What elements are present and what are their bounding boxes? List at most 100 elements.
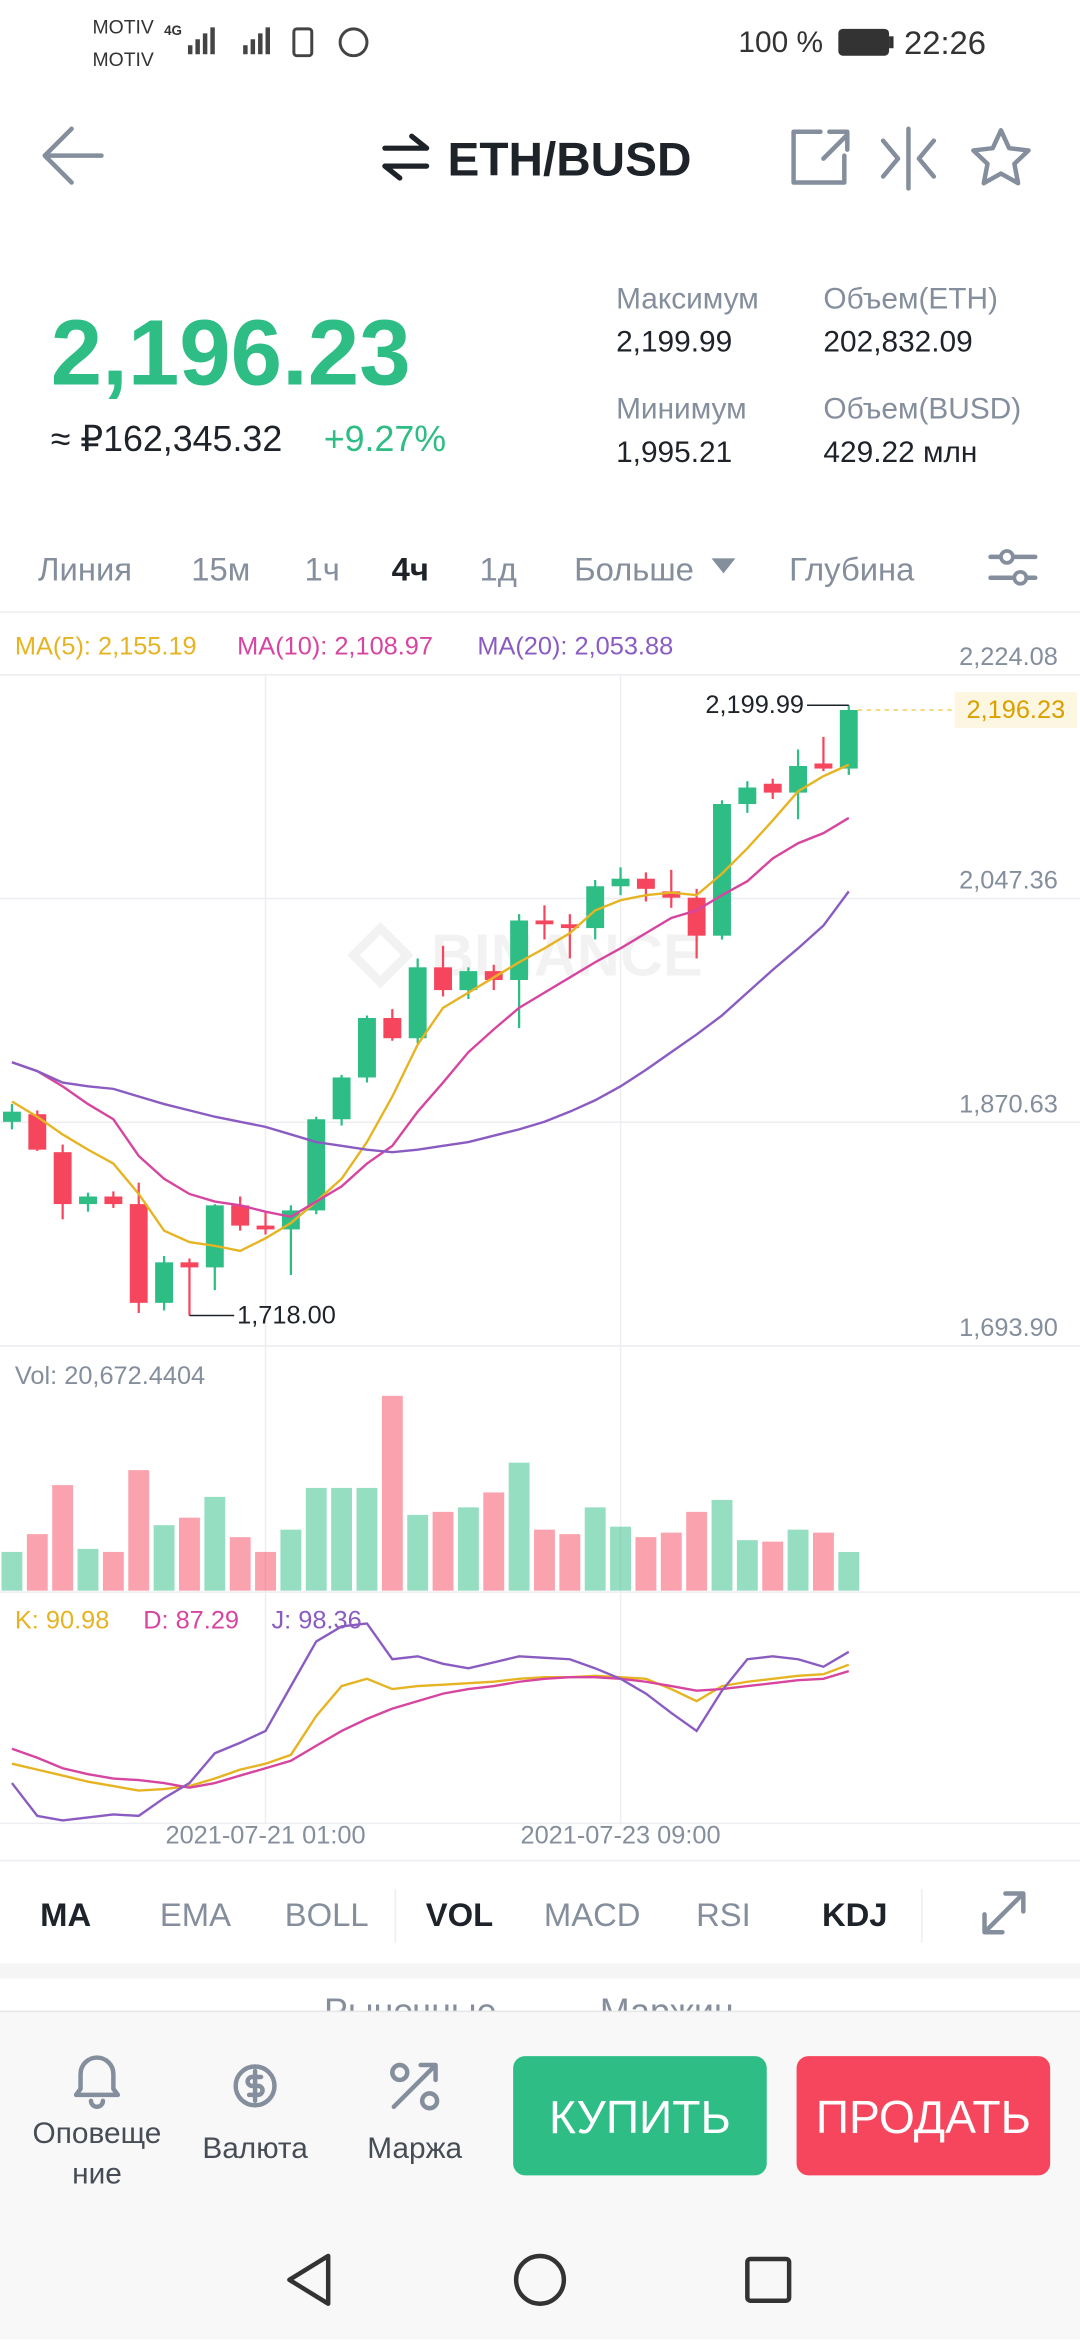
carrier: MOTIV (92, 49, 153, 71)
fullscreen-icon[interactable] (982, 1891, 1026, 1935)
action-label[interactable]: Оповеще (33, 2117, 162, 2150)
candle-body (510, 920, 529, 980)
volume-bar (255, 1551, 276, 1591)
stat-label: Максимум (616, 282, 759, 315)
nav-back[interactable] (287, 2253, 331, 2306)
x-tick-label: 2021-07-23 09:00 (520, 1821, 720, 1849)
sell-button[interactable] (796, 2056, 1051, 2176)
stat-value: 429.22 млн (823, 436, 977, 469)
candle-body (560, 924, 579, 929)
ma-legend: MA(5): 2,155.19 (15, 632, 197, 660)
x-tick-label: 2021-07-21 01:00 (165, 1821, 365, 1849)
kdj-line (11, 1663, 850, 1792)
indicator-active[interactable]: VOL (426, 1896, 493, 1933)
signal-icon (187, 27, 270, 55)
candle-body (408, 967, 427, 1039)
candle-body (738, 787, 757, 804)
stat-label: Объем(ETH) (823, 282, 998, 315)
candle-body (636, 878, 655, 889)
nav-recent[interactable] (745, 2256, 792, 2303)
indicator[interactable]: RSI (696, 1896, 751, 1933)
volume-bar (787, 1529, 809, 1591)
candle-body (2, 1111, 21, 1122)
kdj-legend: D: 87.29 (143, 1606, 239, 1634)
interval-tab[interactable]: 15м (191, 550, 250, 587)
volume-bar (381, 1395, 403, 1591)
stat-value: 202,832.09 (823, 326, 972, 359)
ma-legend: MA(20): 2,053.88 (477, 632, 673, 660)
candle-body (662, 891, 681, 898)
alert-icon[interactable] (73, 2055, 121, 2110)
candle-body (383, 1017, 402, 1039)
swap-icon[interactable] (382, 133, 430, 181)
indicator-active[interactable]: MA (40, 1896, 91, 1933)
kdj-line (10, 1622, 850, 1822)
volume-bar (457, 1507, 479, 1591)
settings-knob (999, 549, 1015, 565)
chart: BINANCE2,224.082,047.361,870.631,693.902… (0, 632, 1080, 1849)
indicator-bar: MA EMA BOLL VOL MACD RSI KDJ (40, 1889, 1026, 1943)
interval-tab[interactable]: 1д (480, 550, 517, 587)
candle-body (535, 920, 554, 925)
compare-icon[interactable] (880, 126, 937, 191)
action-label[interactable]: Валюта (202, 2132, 308, 2165)
candle-body (205, 1205, 224, 1268)
last-price-tag (954, 692, 1078, 728)
action-label[interactable]: ние (72, 2157, 122, 2190)
indicator-active[interactable]: KDJ (822, 1896, 888, 1933)
interval-tabs: Линия 15м 1ч 4ч 1д Больше Глубина (38, 549, 1038, 587)
candle-body (104, 1196, 123, 1205)
volume-bar (204, 1496, 226, 1591)
annotation-label: 1,718.00 (237, 1302, 336, 1330)
interval-tab[interactable]: Линия (38, 550, 132, 587)
volume-bar (635, 1537, 657, 1591)
buy-label[interactable]: КУПИТЬ (549, 2091, 731, 2143)
status-bar: MOTIV MOTIV 4G 100 % 22:26 (92, 16, 986, 71)
nav-home[interactable] (513, 2253, 567, 2306)
candle-body (484, 971, 503, 980)
vibrate-icon (292, 27, 314, 58)
battery-icon (838, 28, 890, 56)
volume-bar (812, 1532, 834, 1591)
candle-body (129, 1204, 148, 1303)
interval-tab[interactable]: Больше (574, 550, 694, 587)
candle-body (789, 766, 808, 793)
volume-label: Vol: 20,672.4404 (15, 1362, 205, 1390)
share-icon[interactable] (791, 129, 850, 185)
indicator[interactable]: MACD (544, 1896, 641, 1933)
interval-tab-active[interactable]: 4ч (392, 550, 429, 587)
stat-label: Объем(BUSD) (823, 393, 1021, 426)
candle-body (358, 1017, 376, 1078)
battery-text: 100 % (738, 26, 823, 59)
volume-bar (686, 1511, 708, 1591)
volume-bar (1, 1551, 23, 1591)
pair-title[interactable]: ETH/BUSD (448, 134, 692, 187)
action-label[interactable]: Маржа (367, 2132, 462, 2165)
indicator[interactable]: BOLL (285, 1896, 369, 1933)
interval-tab[interactable]: Глубина (789, 550, 915, 587)
volume-bar (305, 1487, 327, 1591)
margin-icon[interactable] (391, 2062, 438, 2110)
buy-button[interactable] (513, 2056, 767, 2176)
volume-bar (432, 1511, 454, 1591)
volume-bar (762, 1541, 784, 1591)
currency-icon[interactable] (233, 2064, 277, 2108)
last-price-label: 2,196.23 (967, 696, 1066, 724)
volume-bar (77, 1548, 99, 1591)
volume-bar (229, 1537, 251, 1591)
volume-bar (508, 1462, 530, 1591)
volume-bar (331, 1487, 353, 1591)
fiat-price: ≈ ₽162,345.32 (51, 419, 283, 459)
back-button[interactable] (42, 126, 104, 185)
sell-label[interactable]: ПРОДАТЬ (816, 2091, 1031, 2143)
header: ETH/BUSD (42, 126, 1031, 191)
indicator[interactable]: EMA (160, 1896, 231, 1933)
volume-bar (26, 1534, 48, 1591)
currency-symbol (245, 2068, 265, 2104)
candle-body (611, 878, 630, 887)
dropdown-arrow (711, 558, 736, 574)
favorite-icon[interactable] (971, 128, 1031, 186)
y-tick-label: 2,224.08 (959, 643, 1058, 671)
interval-tab[interactable]: 1ч (305, 550, 340, 587)
